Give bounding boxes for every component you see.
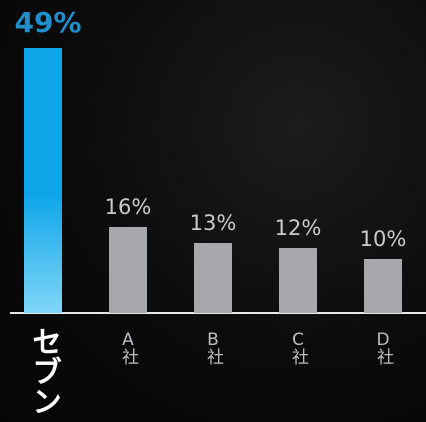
chart: 49% セブン 16% A社 13% B社 12% C社 10% D社 <box>0 0 426 422</box>
bar <box>279 248 317 313</box>
value-label: 10% <box>338 227 426 251</box>
x-tick-label: B社 <box>203 330 223 363</box>
value-label: 12% <box>253 216 343 240</box>
bar <box>364 259 402 313</box>
bar <box>24 48 62 313</box>
value-label: 13% <box>168 211 258 235</box>
x-tick-label: セブン <box>25 326 61 416</box>
bar <box>194 243 232 313</box>
value-label: 16% <box>83 195 173 219</box>
bar <box>109 227 147 313</box>
x-tick-label: A社 <box>118 330 138 363</box>
value-label: 49% <box>0 6 98 39</box>
x-tick-label: D社 <box>373 330 393 363</box>
x-tick-label: C社 <box>288 330 308 363</box>
